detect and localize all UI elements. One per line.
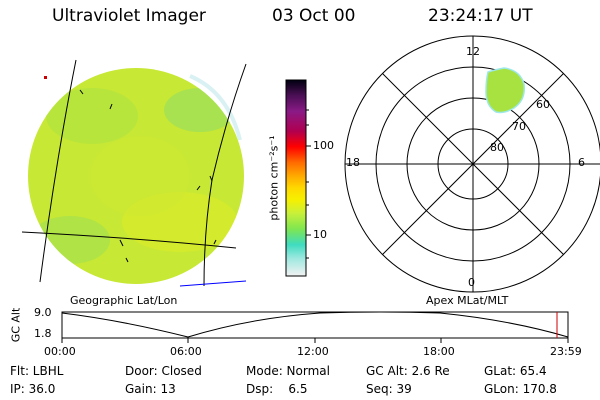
- ip-status: IP: 36.0: [10, 382, 56, 396]
- gc-alt-status: GC Alt: 2.6 Re: [366, 364, 450, 378]
- altitude-ytick-1.8: 1.8: [34, 327, 52, 340]
- colorbar-unit-label: photon cm⁻²s⁻¹: [267, 135, 281, 221]
- mlat-label-70: 70: [512, 120, 526, 133]
- terminator-line: [179, 280, 247, 287]
- colorbar-tick-label-10: 10: [313, 228, 327, 241]
- latitude-line: [21, 231, 237, 249]
- instrument-title: Ultraviolet Imager: [52, 6, 206, 26]
- altitude-curve: [61, 311, 569, 338]
- mlt-label-12: 12: [466, 45, 480, 58]
- uv-image-disk: [21, 59, 247, 287]
- disk-edge-glow: [189, 74, 242, 141]
- map-marker: [44, 76, 47, 79]
- colorbar-scale: [285, 79, 307, 277]
- colorbar: [285, 79, 311, 277]
- glon-status: GLon: 170.8: [484, 382, 557, 396]
- mlt-label-0: 0: [468, 276, 475, 289]
- longitude-line: [39, 59, 77, 283]
- x-tick-label: 23:59: [550, 345, 582, 358]
- mlt-label-18: 18: [346, 156, 360, 169]
- date-label: 03 Oct 00: [272, 6, 356, 26]
- altitude-ylabel: GC Alt: [9, 307, 23, 343]
- x-tick-label: 12:00: [297, 345, 329, 358]
- disk-texture: [46, 88, 138, 144]
- disk-texture: [90, 136, 190, 216]
- x-tick-label: 00:00: [44, 345, 76, 358]
- filter-status: Flt: LBHL: [10, 364, 64, 378]
- image-coverage-patch: [485, 67, 526, 114]
- polar-plot: [344, 35, 600, 293]
- door-status: Door: Closed: [125, 364, 202, 378]
- right-panel-caption: Apex MLat/MLT: [426, 294, 509, 307]
- x-tick-label: 06:00: [170, 345, 202, 358]
- disk-texture: [30, 216, 110, 264]
- disk-texture: [164, 88, 236, 132]
- mlt-diagonal-line: [382, 73, 564, 255]
- mode-status: Mode: Normal: [246, 364, 330, 378]
- mlat-label-80: 80: [490, 141, 504, 154]
- coastline-marks: [79, 89, 217, 263]
- glat-status: GLat: 65.4: [484, 364, 547, 378]
- altitude-plot-frame: [61, 311, 569, 339]
- altitude-ytick-9: 9.0: [34, 306, 52, 319]
- dsp-status: Dsp: 6.5: [246, 382, 308, 396]
- altitude-strip: [61, 311, 569, 343]
- seq-status: Seq: 39: [366, 382, 412, 396]
- mlt-label-6: 6: [578, 156, 585, 169]
- left-panel-caption: Geographic Lat/Lon: [70, 294, 178, 307]
- colorbar-tick-label-100: 100: [313, 139, 334, 152]
- x-tick-label: 18:00: [423, 345, 455, 358]
- gain-status: Gain: 13: [125, 382, 176, 396]
- time-label: 23:24:17 UT: [428, 6, 533, 26]
- mlat-label-60: 60: [536, 98, 550, 111]
